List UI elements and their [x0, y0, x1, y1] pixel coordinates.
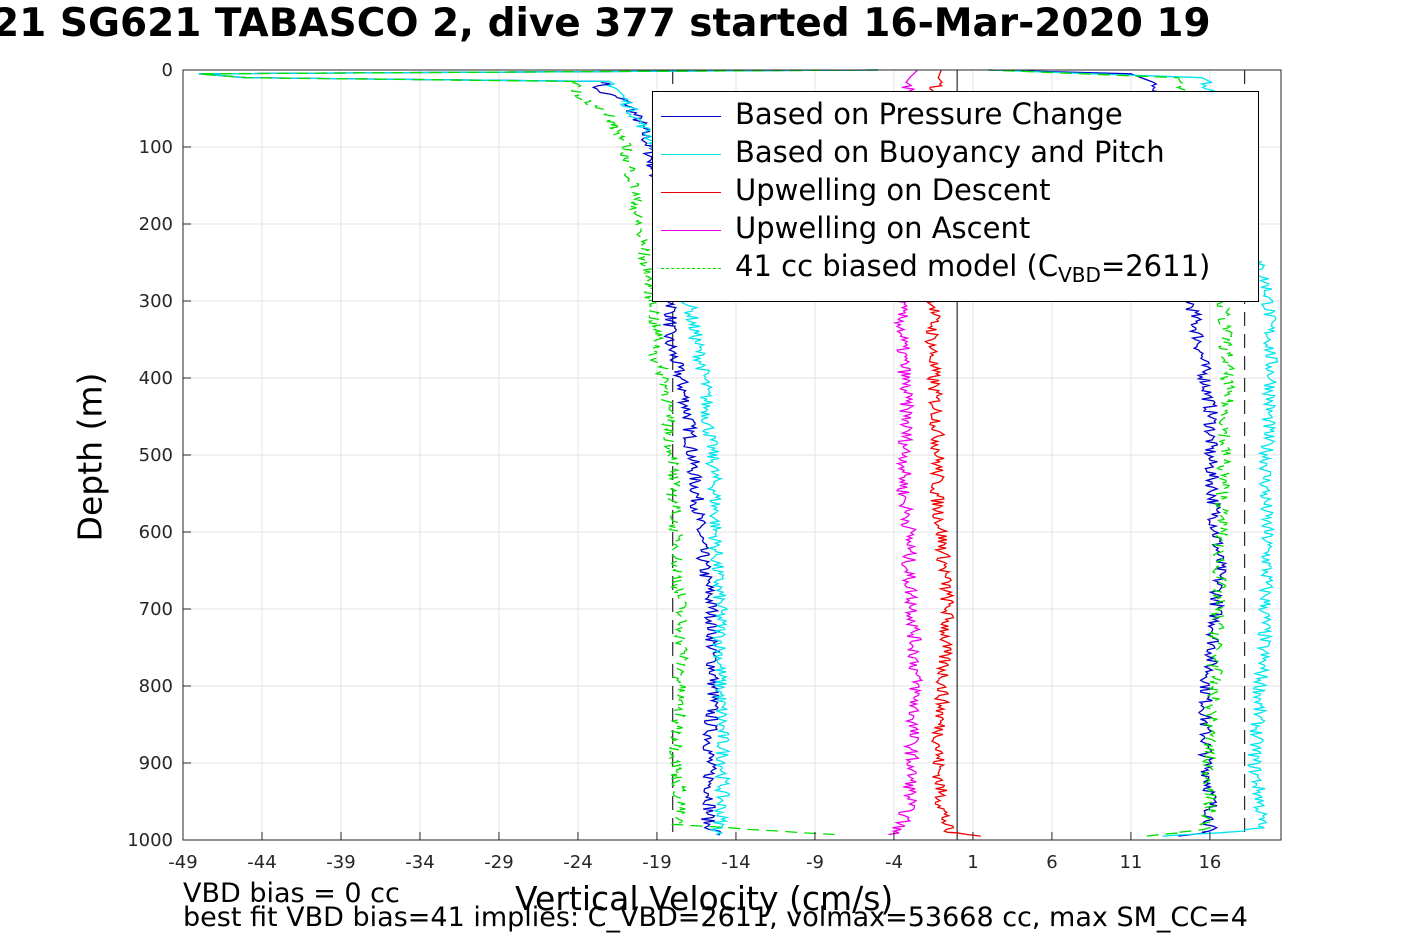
x-tick-label: 6 [1046, 852, 1057, 873]
legend-label-pressure: Based on Pressure Change [735, 97, 1123, 131]
x-axis-label: Vertical Velocity (cm/s) [515, 879, 894, 918]
legend: Based on Pressure Change Based on Buoyan… [652, 91, 1259, 302]
y-tick-label: 1000 [127, 830, 173, 851]
x-tick-label: -39 [326, 852, 355, 873]
x-tick-label: -34 [405, 852, 434, 873]
chart-title: 21 SG621 TABASCO 2, dive 377 started 16-… [0, 1, 1211, 46]
legend-swatch-pressure [661, 116, 721, 117]
x-ticks: -49 -44 -39 -34 -29 -24 -19 -14 -9 -4 1 6 11 16 [168, 832, 1221, 873]
y-tick-label: 300 [139, 291, 173, 312]
x-tick-label: 16 [1198, 852, 1221, 873]
y-tick-label: 900 [139, 753, 173, 774]
legend-label-buoyancy: Based on Buoyancy and Pitch [735, 135, 1165, 169]
legend-label-model-sub: VBD [1058, 263, 1101, 287]
legend-label-model-prefix: 41 cc biased model (C [735, 249, 1059, 283]
legend-swatch-descent [661, 192, 721, 193]
series-descent-line-4 [198, 69, 879, 836]
y-axis-label: Depth (m) [70, 372, 110, 542]
y-tick-label: 800 [139, 676, 173, 697]
best-fit-note: best fit VBD bias=41 implies: C_VBD=2611… [183, 902, 1248, 933]
legend-item-descent: Upwelling on Descent [659, 172, 1254, 208]
y-tick-label: 200 [139, 214, 173, 235]
y-tick-label: 500 [139, 445, 173, 466]
x-tick-label: -44 [247, 852, 276, 873]
legend-item-buoyancy: Based on Buoyancy and Pitch [659, 134, 1254, 170]
x-tick-label: -9 [806, 852, 824, 873]
legend-label-model-suffix: =2611) [1100, 249, 1211, 283]
x-tick-label: -14 [721, 852, 750, 873]
legend-swatch-buoyancy [661, 154, 721, 155]
x-tick-label: 11 [1119, 852, 1142, 873]
y-tick-label: 700 [139, 599, 173, 620]
vbd-bias-note: VBD bias = 0 cc [183, 878, 400, 909]
legend-item-ascent: Upwelling on Ascent [659, 210, 1254, 246]
legend-label-descent: Upwelling on Descent [735, 173, 1051, 207]
legend-swatch-model [661, 268, 721, 269]
y-ticks: 0 100 200 300 400 500 600 700 800 900 1000 [127, 60, 191, 851]
legend-label-ascent: Upwelling on Ascent [735, 211, 1031, 245]
x-tick-label: -49 [168, 852, 197, 873]
legend-swatch-ascent [661, 230, 721, 231]
y-tick-label: 400 [139, 368, 173, 389]
y-tick-label: 100 [139, 137, 173, 158]
x-tick-label: -24 [563, 852, 592, 873]
x-tick-label: -19 [642, 852, 671, 873]
legend-item-model: 41 cc biased model (CVBD=2611) [659, 248, 1254, 287]
legend-item-pressure: Based on Pressure Change [659, 96, 1254, 132]
y-tick-label: 600 [139, 522, 173, 543]
x-tick-label: -29 [484, 852, 513, 873]
x-tick-label: -4 [885, 852, 903, 873]
y-tick-label: 0 [162, 60, 173, 81]
x-tick-label: 1 [967, 852, 978, 873]
legend-label-model: 41 cc biased model (CVBD=2611) [735, 249, 1211, 287]
